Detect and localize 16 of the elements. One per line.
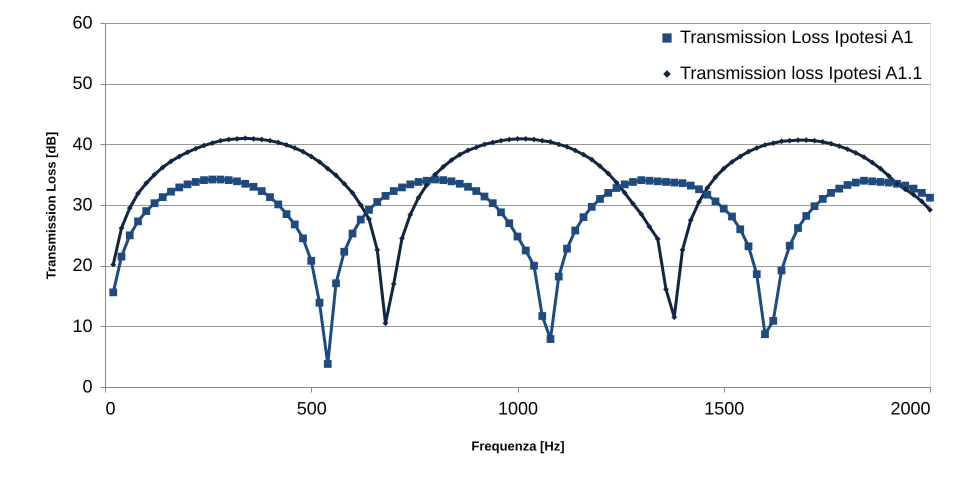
y-tick-label: 20 — [72, 255, 92, 276]
y-tick-label: 60 — [72, 12, 92, 32]
y-tick-label: 40 — [72, 134, 92, 154]
y-tick-label: 50 — [72, 73, 92, 94]
x-axis-title: Frequenza [Hz] — [471, 438, 565, 454]
legend-label: Transmission loss Ipotesi A1.1 — [680, 63, 922, 83]
y-tick-label: 0 — [82, 376, 92, 396]
x-tick-label: 1500 — [704, 398, 744, 418]
x-tick-label: 2000 — [890, 398, 930, 418]
y-tick-label: 30 — [72, 194, 92, 214]
x-tick-label: 0 — [106, 398, 116, 418]
y-axis-title: Transmission Loss [dB] — [43, 132, 58, 280]
y-tick-label: 10 — [72, 316, 92, 336]
legend-label: Transmission Loss Ipotesi A1 — [680, 27, 914, 47]
x-tick-label: 1000 — [498, 398, 538, 418]
x-tick-label: 500 — [296, 398, 327, 418]
